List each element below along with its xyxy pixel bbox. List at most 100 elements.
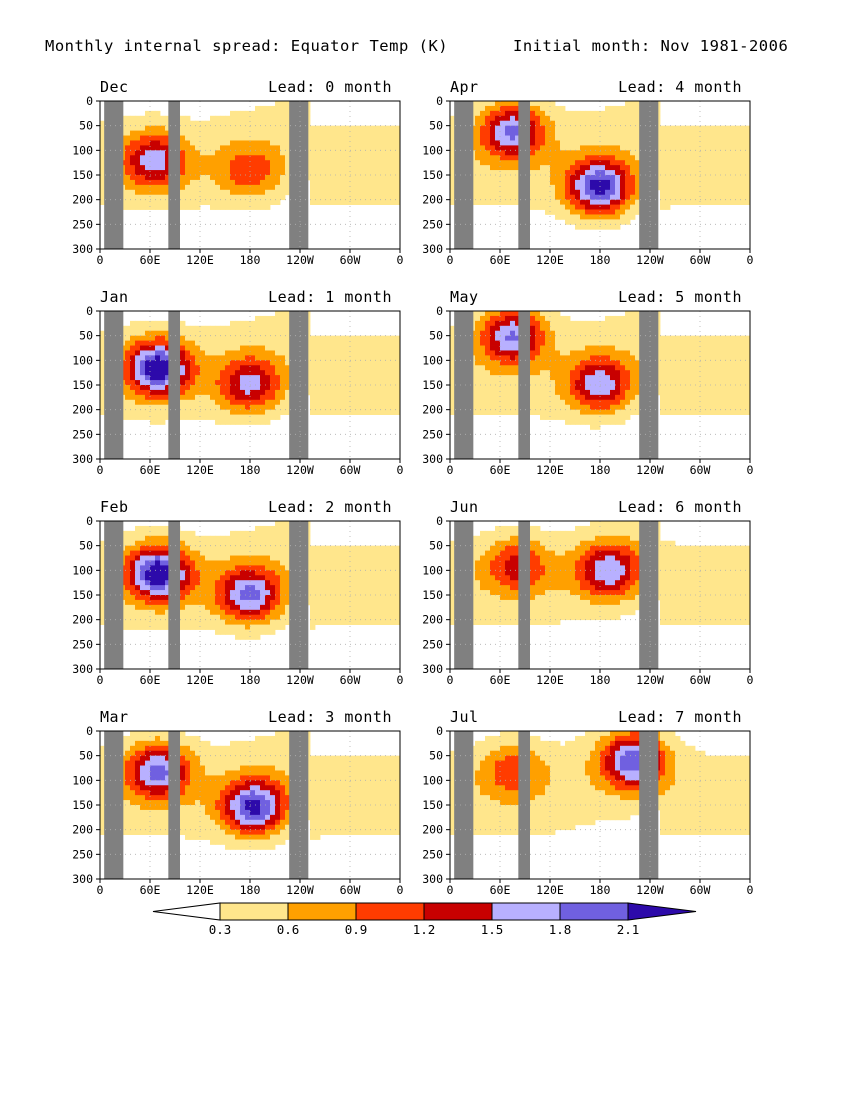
field-cell — [345, 385, 351, 391]
field-cell — [205, 325, 211, 332]
field-cell — [210, 565, 216, 571]
field-cell — [210, 814, 216, 821]
field-cell — [250, 540, 256, 547]
field-cell — [205, 145, 211, 151]
field-cell — [315, 619, 321, 625]
field-cell — [255, 805, 261, 811]
field-cell — [220, 184, 226, 191]
field-cell — [200, 409, 206, 415]
field-cell — [280, 565, 286, 571]
field-cell — [355, 545, 361, 551]
field-cell — [165, 609, 171, 616]
field-cell — [270, 140, 276, 146]
field-cell — [235, 575, 241, 581]
field-cell — [340, 179, 346, 186]
field-cell — [145, 525, 151, 532]
field-cell — [510, 130, 516, 136]
field-cell — [335, 560, 341, 566]
field-cell — [215, 824, 221, 831]
field-cell — [275, 540, 281, 547]
field-cell — [185, 160, 191, 166]
field-cell — [205, 834, 211, 840]
field-cell — [380, 160, 386, 166]
field-cell — [330, 385, 336, 391]
field-cell — [165, 325, 171, 332]
field-cell — [385, 399, 391, 406]
field-cell — [135, 394, 141, 401]
field-cell — [500, 194, 506, 201]
field-cell — [240, 204, 246, 210]
field-cell — [260, 604, 266, 611]
field-cell — [230, 790, 236, 796]
field-cell — [180, 795, 186, 801]
field-cell — [125, 115, 131, 122]
field-cell — [360, 765, 366, 771]
field-cell — [245, 604, 251, 611]
panel-month: Mar — [100, 708, 129, 726]
field-cell — [210, 580, 216, 586]
field-cell — [330, 560, 336, 566]
field-cell — [200, 809, 206, 816]
field-cell — [245, 795, 251, 801]
field-cell — [210, 135, 216, 141]
field-cell — [285, 320, 291, 327]
field-cell — [155, 385, 161, 391]
field-cell — [135, 585, 141, 591]
field-cell — [395, 385, 401, 391]
field-cell — [325, 609, 331, 616]
field-cell — [330, 165, 336, 171]
field-cell — [225, 389, 231, 396]
field-cell — [280, 580, 286, 586]
field-cell — [200, 175, 206, 181]
field-cell — [285, 365, 291, 371]
field-cell — [165, 795, 171, 801]
field-cell — [280, 800, 286, 806]
field-cell — [235, 634, 241, 640]
field-cell — [205, 740, 211, 747]
field-cell — [135, 829, 141, 835]
field-cell — [335, 829, 341, 835]
field-cell — [160, 414, 166, 420]
field-cell — [365, 360, 371, 366]
field-cell — [475, 194, 481, 201]
field-cell — [265, 750, 271, 757]
field-cell — [270, 105, 276, 112]
field-cell — [365, 409, 371, 415]
field-cell — [195, 795, 201, 801]
field-cell — [215, 790, 221, 796]
field-cell — [160, 770, 166, 776]
field-cell — [510, 175, 516, 181]
field-cell — [390, 370, 396, 376]
field-cell — [150, 735, 156, 742]
field-cell — [270, 184, 276, 191]
field-cell — [215, 580, 221, 586]
field-cell — [130, 340, 136, 346]
field-cell — [150, 184, 156, 191]
field-cell — [360, 385, 366, 391]
field-cell — [145, 560, 151, 566]
field-cell — [345, 404, 351, 411]
field-cell — [280, 320, 286, 327]
field-cell — [275, 839, 281, 845]
field-cell — [240, 419, 246, 425]
field-cell — [215, 755, 221, 761]
field-cell — [205, 394, 211, 401]
field-cell — [230, 199, 236, 205]
field-cell — [135, 350, 141, 356]
field-cell — [230, 545, 236, 551]
field-cell — [135, 130, 141, 136]
field-cell — [345, 590, 351, 596]
field-cell — [220, 624, 226, 630]
field-cell — [325, 570, 331, 576]
field-cell — [365, 824, 371, 831]
field-cell — [135, 340, 141, 346]
field-cell — [375, 175, 381, 181]
field-cell — [245, 170, 251, 176]
field-cell — [340, 345, 346, 351]
field-cell — [390, 585, 396, 591]
field-cell — [510, 105, 516, 112]
field-cell — [345, 570, 351, 576]
field-cell — [235, 545, 241, 551]
y-tick-label: 200 — [72, 193, 93, 207]
field-cell — [325, 824, 331, 831]
